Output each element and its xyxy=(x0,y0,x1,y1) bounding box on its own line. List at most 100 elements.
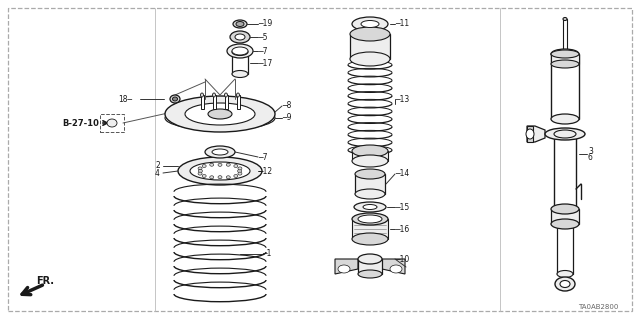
Ellipse shape xyxy=(212,93,216,97)
Text: ─14: ─14 xyxy=(395,169,409,179)
Polygon shape xyxy=(382,259,405,274)
Ellipse shape xyxy=(551,60,579,68)
Bar xyxy=(551,54,579,64)
Text: ─8: ─8 xyxy=(282,101,291,110)
Text: 2: 2 xyxy=(155,161,160,170)
Ellipse shape xyxy=(352,145,388,157)
Ellipse shape xyxy=(232,70,248,78)
Text: ─15: ─15 xyxy=(395,203,409,211)
Ellipse shape xyxy=(173,97,177,101)
Ellipse shape xyxy=(352,233,388,245)
Bar xyxy=(563,19,567,54)
Ellipse shape xyxy=(208,109,232,119)
Ellipse shape xyxy=(233,20,247,28)
Ellipse shape xyxy=(170,95,180,103)
Text: B-27-10: B-27-10 xyxy=(62,118,99,128)
Ellipse shape xyxy=(210,163,214,166)
Text: ─13: ─13 xyxy=(395,94,409,103)
Text: ─9: ─9 xyxy=(282,114,291,122)
Ellipse shape xyxy=(363,204,377,210)
Bar xyxy=(232,52,248,74)
Text: ─12: ─12 xyxy=(258,167,272,175)
Ellipse shape xyxy=(554,130,576,138)
Bar xyxy=(551,54,579,119)
Bar xyxy=(352,219,388,239)
Text: ─7: ─7 xyxy=(258,47,268,56)
Ellipse shape xyxy=(202,165,206,167)
Ellipse shape xyxy=(227,176,230,179)
Text: 6: 6 xyxy=(588,153,593,162)
Ellipse shape xyxy=(350,52,390,66)
Ellipse shape xyxy=(551,204,579,214)
Bar xyxy=(350,34,390,59)
Ellipse shape xyxy=(551,49,579,59)
Ellipse shape xyxy=(227,44,253,58)
Ellipse shape xyxy=(551,114,579,124)
Text: ─1: ─1 xyxy=(262,249,271,258)
Text: ─10: ─10 xyxy=(395,255,409,263)
Text: 3: 3 xyxy=(588,146,593,155)
Ellipse shape xyxy=(190,162,250,180)
Ellipse shape xyxy=(185,103,255,125)
Ellipse shape xyxy=(237,93,239,97)
Ellipse shape xyxy=(554,205,576,213)
Ellipse shape xyxy=(350,27,390,41)
Ellipse shape xyxy=(230,31,250,43)
Ellipse shape xyxy=(352,213,388,225)
Ellipse shape xyxy=(338,265,350,273)
Ellipse shape xyxy=(107,119,117,127)
Bar xyxy=(557,224,573,274)
Text: TA0AB2800: TA0AB2800 xyxy=(578,304,618,310)
Ellipse shape xyxy=(198,169,202,173)
Ellipse shape xyxy=(212,149,228,155)
Text: ─11: ─11 xyxy=(395,19,409,28)
Ellipse shape xyxy=(234,165,238,167)
Ellipse shape xyxy=(238,172,242,175)
Ellipse shape xyxy=(352,17,388,31)
Ellipse shape xyxy=(390,265,402,273)
Ellipse shape xyxy=(557,271,573,278)
Ellipse shape xyxy=(526,129,534,139)
Ellipse shape xyxy=(235,34,245,40)
Text: 18─: 18─ xyxy=(118,94,132,103)
Ellipse shape xyxy=(557,220,573,227)
Ellipse shape xyxy=(178,157,262,185)
Bar xyxy=(358,259,382,274)
Bar xyxy=(200,95,204,109)
Text: ─19: ─19 xyxy=(258,19,272,28)
Ellipse shape xyxy=(236,21,244,26)
Polygon shape xyxy=(527,126,545,142)
Ellipse shape xyxy=(232,48,248,56)
Ellipse shape xyxy=(551,219,579,229)
Ellipse shape xyxy=(358,254,382,264)
Ellipse shape xyxy=(237,169,242,173)
Ellipse shape xyxy=(361,20,379,27)
Ellipse shape xyxy=(202,174,206,177)
Ellipse shape xyxy=(355,169,385,179)
Ellipse shape xyxy=(358,215,382,223)
Ellipse shape xyxy=(198,172,202,175)
Ellipse shape xyxy=(198,167,202,170)
Ellipse shape xyxy=(354,202,386,212)
Ellipse shape xyxy=(560,280,570,287)
Bar xyxy=(554,134,576,209)
Ellipse shape xyxy=(210,176,214,179)
Ellipse shape xyxy=(358,270,382,278)
Text: 4: 4 xyxy=(155,168,160,177)
Bar xyxy=(355,174,385,194)
Ellipse shape xyxy=(165,96,275,132)
Ellipse shape xyxy=(227,163,230,166)
Ellipse shape xyxy=(551,50,579,58)
Ellipse shape xyxy=(200,93,204,97)
Ellipse shape xyxy=(352,155,388,167)
Bar xyxy=(551,209,579,224)
Polygon shape xyxy=(527,126,533,142)
Ellipse shape xyxy=(218,176,222,179)
Ellipse shape xyxy=(563,18,567,20)
Ellipse shape xyxy=(238,167,242,170)
Ellipse shape xyxy=(165,106,275,130)
Text: ─17: ─17 xyxy=(258,58,272,68)
Ellipse shape xyxy=(232,47,248,55)
Bar xyxy=(237,95,239,109)
Text: ─7: ─7 xyxy=(258,152,268,161)
